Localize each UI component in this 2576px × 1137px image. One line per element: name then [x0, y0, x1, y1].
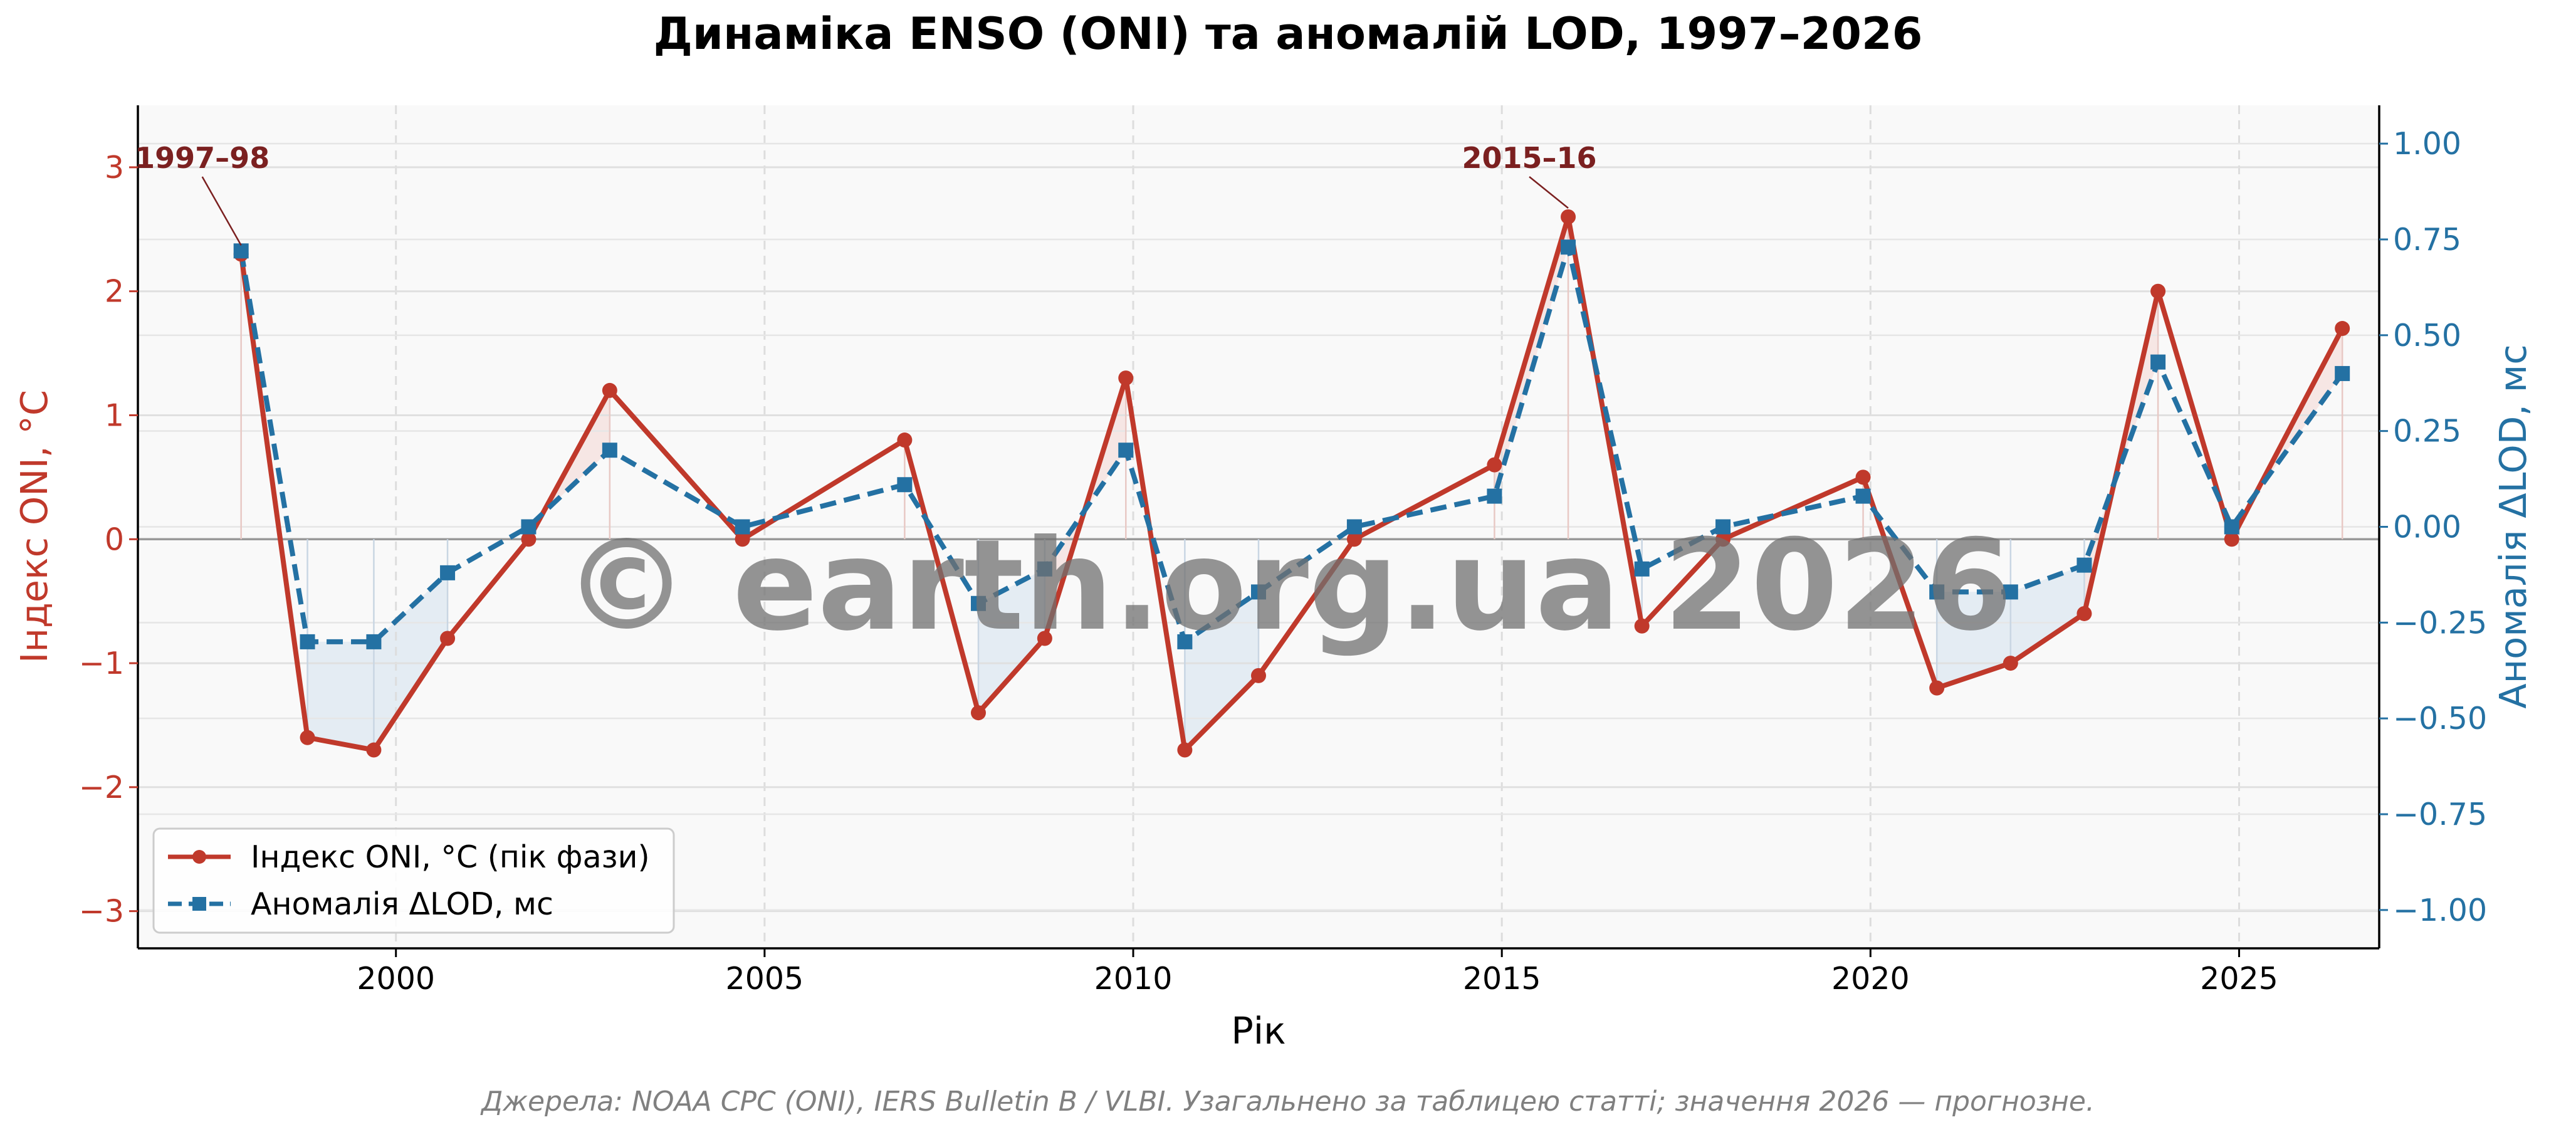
y-right-tick-label: 0.25 [2393, 414, 2461, 449]
y-right-tick-label: −0.50 [2393, 701, 2487, 736]
y-left-tick-label: 3 [105, 150, 124, 186]
annotation-arrow [1529, 176, 1569, 209]
series-layer [233, 209, 2350, 758]
lod-point [897, 477, 913, 493]
y-right-tick-label: −1.00 [2393, 893, 2487, 928]
oni-point [1929, 680, 1945, 696]
oni-point [1118, 370, 1134, 386]
lod-point [233, 243, 249, 259]
lod-point [971, 595, 986, 611]
legend-box [152, 827, 675, 934]
y-left-tick-label: 1 [105, 397, 124, 433]
chart-title: Динаміка ENSO (ONI) та аномалій LOD, 199… [654, 8, 1923, 60]
oni-point [1037, 631, 1052, 646]
lod-point [1177, 634, 1193, 649]
lod-point [1561, 239, 1576, 255]
lod-point [1634, 561, 1650, 577]
y-right-tick-label: 0.00 [2393, 510, 2461, 545]
lod-point [1929, 584, 1945, 600]
lod-point [366, 634, 382, 649]
lod-point [1487, 488, 1502, 504]
oni-point [1487, 457, 1502, 473]
legend-lod-label: Аномалія ΔLOD, мс [251, 886, 553, 922]
oni-point [2076, 605, 2092, 621]
x-tick-label: 2025 [2200, 961, 2278, 997]
lod-point [2076, 557, 2092, 573]
x-tick-label: 2000 [357, 961, 435, 997]
oni-point [1561, 209, 1576, 225]
lod-point [1118, 443, 1134, 458]
lod-point [1715, 519, 1731, 535]
y-right-tick-label: 0.50 [2393, 318, 2461, 354]
lod-point [2224, 519, 2239, 535]
watermark: © earth.org.ua 2026 [563, 513, 2013, 659]
annotations: 1997–98 2015–16 [135, 141, 1597, 246]
y-left-tick-label: 2 [105, 274, 124, 310]
annotation-arrow [201, 176, 242, 246]
lod-point [1037, 561, 1052, 577]
legend-oni-label: Індекс ONI, °C (пік фази) [251, 839, 650, 875]
oni-point [2335, 321, 2350, 337]
legend-lod-marker [192, 897, 206, 911]
x-axis-label: Рік [1231, 1009, 1286, 1052]
y-left-tick-label: −1 [79, 646, 124, 681]
y-right-tick-label: 1.00 [2393, 126, 2461, 162]
oni-point [2150, 283, 2166, 299]
oni-point [366, 742, 382, 758]
lod-point [735, 519, 750, 535]
lod-point [440, 565, 456, 580]
y-right-tick-label: −0.25 [2393, 605, 2487, 641]
y-left-tick-label: 0 [105, 521, 124, 557]
source-note: Джерела: NOAA CPC (ONI), IERS Bulletin B… [480, 1086, 2095, 1118]
tick-labels: 2000 2005 2010 2015 2020 2025 −3 −2 −1 0 1 2 3 −1.00 −… [79, 126, 2487, 997]
oni-point [1346, 532, 1362, 547]
y-right-tick-label: 0.75 [2393, 222, 2461, 258]
y-left-tick-label: −2 [79, 770, 124, 805]
annotation-label: 2015–16 [1462, 141, 1597, 175]
lod-point [2003, 584, 2018, 600]
oni-point [521, 532, 537, 547]
la-nina-band [978, 568, 1045, 713]
oni-point [1855, 469, 1871, 485]
y-axis-right-label: Аномалія ΔLOD, мс [2491, 344, 2535, 709]
axes [129, 105, 2388, 957]
legend: Індекс ONI, °C (пік фази) Аномалія ΔLOD,… [152, 827, 675, 934]
oni-point [300, 730, 315, 745]
oni-point [2224, 532, 2239, 547]
lod-point [300, 634, 315, 649]
x-tick-label: 2005 [726, 961, 804, 997]
lod-point [521, 519, 537, 535]
oni-point [602, 382, 617, 398]
lod-point [1346, 519, 1362, 535]
oni-point [1634, 618, 1650, 634]
lod-point [602, 443, 617, 458]
oni-point [1715, 532, 1731, 547]
annotation-label: 1997–98 [135, 141, 270, 175]
x-tick-label: 2015 [1463, 961, 1541, 997]
x-tick-label: 2020 [1831, 961, 1910, 997]
lod-point [2150, 354, 2166, 370]
la-nina-band [307, 572, 448, 750]
y-axis-left-label: Індекс ONI, °C [13, 390, 56, 663]
oni-point [897, 432, 913, 448]
lod-point [2335, 365, 2350, 381]
y-right-tick-label: −0.75 [2393, 797, 2487, 832]
y-left-tick-label: −3 [79, 894, 124, 930]
lod-point [1251, 584, 1266, 600]
lod-point [1855, 488, 1871, 504]
oni-point [2003, 656, 2018, 671]
oni-point [971, 705, 986, 721]
legend-oni-marker [192, 850, 206, 864]
oni-point [1177, 742, 1193, 758]
oni-point [735, 532, 750, 547]
oni-point [440, 631, 456, 646]
x-tick-label: 2010 [1094, 961, 1173, 997]
oni-point [1251, 668, 1266, 683]
